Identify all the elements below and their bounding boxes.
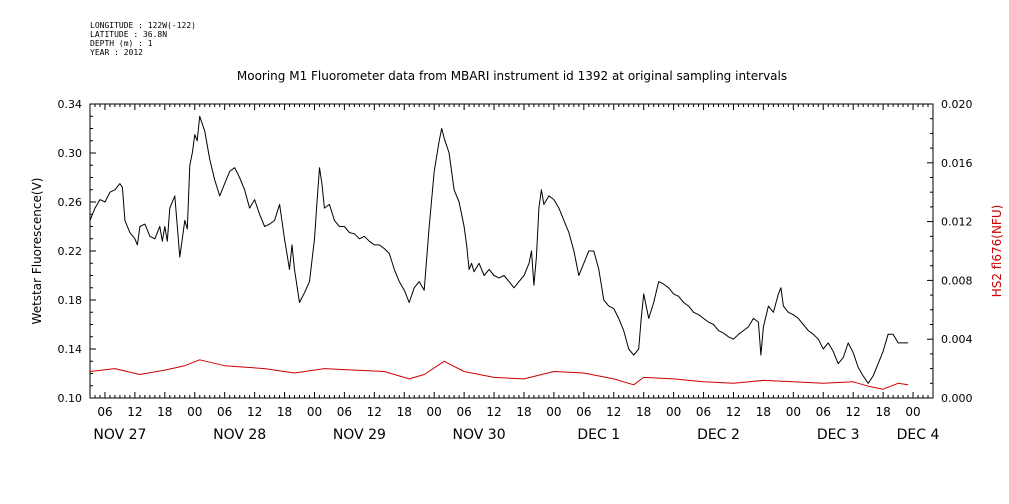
metadata-block: LONGITUDE : 122W(-122) LATITUDE : 36.8N …	[90, 21, 196, 57]
y2-tick-label: 0.004	[941, 333, 973, 346]
x-hour-label: 00	[905, 405, 920, 419]
latitude-label: LATITUDE : 36.8N	[90, 30, 168, 39]
series-line-hs2	[89, 359, 909, 390]
y-tick-label: 0.22	[58, 245, 83, 258]
tick-labels: 06 12 18 00 06 12 18 00 06 12 18 00 06 12 18 00 06 12 18 00…	[58, 98, 973, 443]
x-hour-label: 12	[127, 405, 142, 419]
plot-frame	[89, 103, 934, 399]
y-tick-label: 0.18	[58, 294, 83, 307]
x-hour-label: 18	[756, 405, 771, 419]
x-hour-label: 18	[875, 405, 890, 419]
y2-tick-label: 0.020	[941, 98, 973, 111]
x-hour-label: 12	[846, 405, 861, 419]
x-hour-label: 12	[367, 405, 382, 419]
x-hour-label: 18	[157, 405, 172, 419]
y-tick-label: 0.14	[58, 343, 83, 356]
y-tick-label: 0.34	[58, 98, 83, 111]
x-hour-label: 06	[337, 405, 352, 419]
chart-title: Mooring M1 Fluorometer data from MBARI i…	[237, 69, 787, 83]
x-hour-label: 18	[636, 405, 651, 419]
x-hour-label: 18	[277, 405, 292, 419]
series-layer	[89, 115, 909, 390]
x-hour-label: 18	[397, 405, 412, 419]
x-hour-label: 12	[606, 405, 621, 419]
x-hour-label: 06	[816, 405, 831, 419]
y2-tick-label: 0.000	[941, 392, 973, 405]
x-day-label: NOV 27	[93, 427, 146, 443]
year-label: YEAR : 2012	[90, 48, 143, 57]
longitude-label: LONGITUDE : 122W(-122)	[90, 21, 196, 30]
x-day-label: NOV 30	[453, 427, 506, 443]
y2-tick-label: 0.008	[941, 274, 973, 287]
x-hour-label: 00	[786, 405, 801, 419]
x-hour-label: 00	[666, 405, 681, 419]
x-day-label: DEC 3	[817, 427, 860, 443]
x-hour-label: 12	[247, 405, 262, 419]
x-hour-label: 18	[516, 405, 531, 419]
x-day-label: NOV 29	[333, 427, 386, 443]
x-hour-label: 06	[576, 405, 591, 419]
y2-axis-label: HS2 fl676(NFU)	[990, 205, 1004, 298]
x-hour-label: 00	[427, 405, 442, 419]
y-tick-label: 0.26	[58, 196, 83, 209]
x-day-label: DEC 2	[697, 427, 740, 443]
x-hour-label: 12	[486, 405, 501, 419]
x-day-label: DEC 4	[897, 427, 940, 443]
x-hour-label: 06	[696, 405, 711, 419]
x-hour-label: 06	[456, 405, 471, 419]
y-tick-label: 0.30	[58, 147, 83, 160]
axis-ticks	[89, 103, 934, 399]
x-day-label: NOV 28	[213, 427, 266, 443]
y2-tick-label: 0.016	[941, 157, 973, 170]
series-line-wetstar	[89, 115, 909, 384]
x-hour-label: 06	[97, 405, 112, 419]
x-hour-label: 12	[726, 405, 741, 419]
x-hour-label: 00	[546, 405, 561, 419]
y-tick-label: 0.10	[58, 392, 83, 405]
y2-tick-label: 0.012	[941, 216, 973, 229]
x-hour-label: 00	[187, 405, 202, 419]
x-hour-label: 00	[307, 405, 322, 419]
x-day-label: DEC 1	[577, 427, 620, 443]
x-hour-label: 06	[217, 405, 232, 419]
y-axis-label: Wetstar Fluorescence(V)	[30, 178, 44, 325]
depth-label: DEPTH (m) : 1	[90, 39, 153, 48]
